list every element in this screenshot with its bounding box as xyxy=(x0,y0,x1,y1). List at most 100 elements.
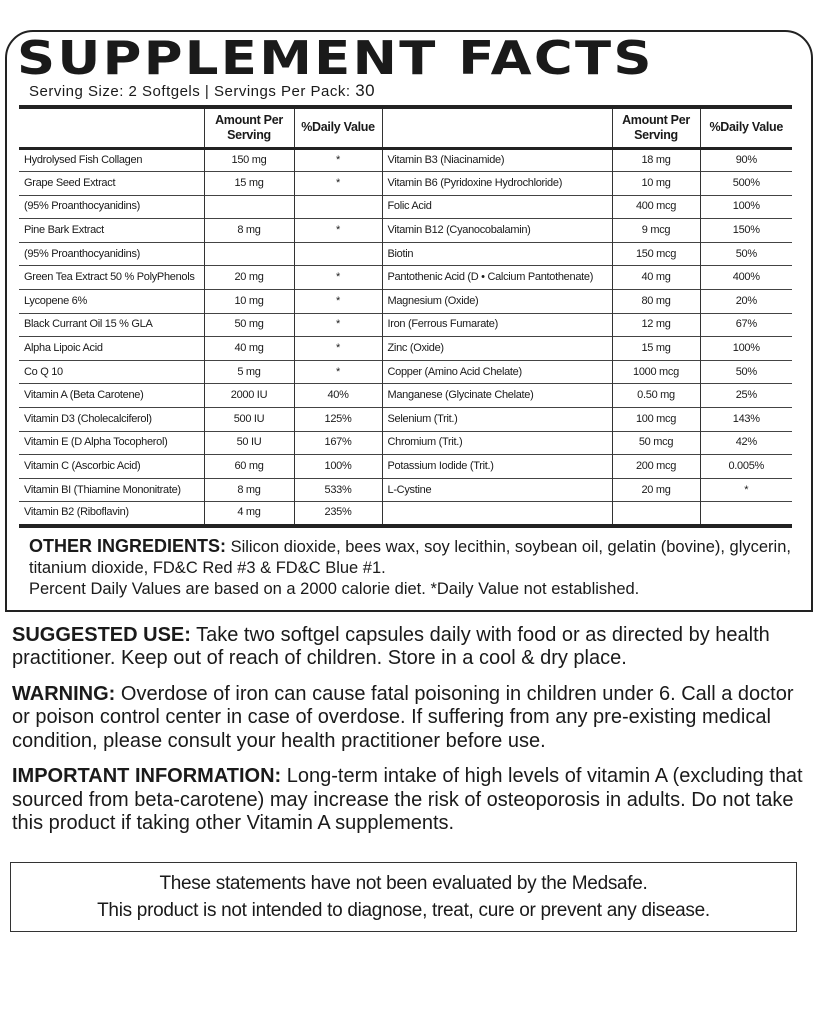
amount xyxy=(611,501,700,526)
daily-value: 100% xyxy=(699,336,792,361)
nutrient-name: (95% Proanthocyanidins) xyxy=(19,241,204,266)
daily-value: * xyxy=(293,147,382,172)
amount: 60 mg xyxy=(203,454,294,479)
amount: 500 IU xyxy=(203,407,294,432)
nutrient-name: Vitamin BI (Thiamine Mononitrate) xyxy=(19,477,204,502)
table-row: (95% Proanthocyanidins) Folic Acid 400 mcg… xyxy=(19,194,792,219)
amount: 20 mg xyxy=(611,477,700,502)
daily-value xyxy=(699,501,792,526)
nutrient-name: Vitamin B6 (Pyridoxine Hydrochloride) xyxy=(381,171,612,196)
nutrient-name: Grape Seed Extract xyxy=(19,171,204,196)
amount: 5 mg xyxy=(203,359,294,384)
table-row: Alpha Lipoic Acid 40 mg * Zinc (Oxide) 15 mg… xyxy=(19,336,792,361)
amount: 150 mg xyxy=(203,147,294,172)
daily-value: 50% xyxy=(699,241,792,266)
other-ingredients: OTHER INGREDIENTS: Silicon dioxide, bees… xyxy=(29,535,791,598)
amount: 50 IU xyxy=(203,430,294,455)
daily-value: 50% xyxy=(699,359,792,384)
daily-value: 143% xyxy=(699,407,792,432)
daily-value xyxy=(293,194,382,219)
nutrient-name: Co Q 10 xyxy=(19,359,204,384)
label-text-section: SUGGESTED USE: Take two softgel capsules… xyxy=(0,612,817,836)
amount: 20 mg xyxy=(203,265,294,290)
amount: 0.50 mg xyxy=(611,383,700,408)
nutrient-name: Zinc (Oxide) xyxy=(381,336,612,361)
amount: 8 mg xyxy=(203,218,294,243)
daily-value: * xyxy=(293,336,382,361)
daily-value: 67% xyxy=(699,312,792,337)
nutrient-name: Vitamin B2 (Riboflavin) xyxy=(19,501,204,526)
nutrient-name: Green Tea Extract 50 % PolyPhenols xyxy=(19,265,204,290)
daily-value: * xyxy=(293,359,382,384)
table-row: Co Q 10 5 mg * Copper (Amino Acid Chelate) 1… xyxy=(19,359,792,384)
daily-value: 25% xyxy=(699,383,792,408)
nutrient-name: Folic Acid xyxy=(381,194,612,219)
table-header: Amount Per Serving %Daily Value Amount P… xyxy=(19,107,792,150)
amount-header: Amount Per Serving xyxy=(203,107,294,150)
daily-value: 533% xyxy=(293,477,382,502)
amount: 18 mg xyxy=(611,147,700,172)
nutrient-name: Lycopene 6% xyxy=(19,289,204,314)
nutrient-name: Chromium (Trit.) xyxy=(381,430,612,455)
amount: 4 mg xyxy=(203,501,294,526)
serving-info: Serving Size: 2 Softgels | Servings Per … xyxy=(29,81,376,101)
amount: 8 mg xyxy=(203,477,294,502)
daily-value: 167% xyxy=(293,430,382,455)
nutrient-name: Pine Bark Extract xyxy=(19,218,204,243)
dv-header: %Daily Value xyxy=(699,107,792,150)
table-row: Hydrolysed Fish Collagen 150 mg * Vitamin B… xyxy=(19,147,792,172)
amount: 100 mcg xyxy=(611,407,700,432)
table-row: Lycopene 6% 10 mg * Magnesium (Oxide) 80 mg 2… xyxy=(19,289,792,314)
amount xyxy=(203,241,294,266)
disclaimer-box: These statements have not been evaluated… xyxy=(10,861,797,932)
supplement-facts-panel: SUPPLEMENT FACTS Serving Size: 2 Softgel… xyxy=(5,30,813,612)
dv-header: %Daily Value xyxy=(293,107,382,150)
amount: 12 mg xyxy=(611,312,700,337)
table-row: Vitamin B2 (Riboflavin) 4 mg 235% xyxy=(19,501,792,526)
table-row: Vitamin C (Ascorbic Acid) 60 mg 100% Potass… xyxy=(19,454,792,479)
nutrient-name xyxy=(381,501,612,526)
nutrient-name: Pantothenic Acid (D • Calcium Pantothena… xyxy=(381,265,612,290)
amount: 150 mcg xyxy=(611,241,700,266)
nutrient-name: Vitamin B3 (Niacinamide) xyxy=(381,147,612,172)
daily-value: 150% xyxy=(699,218,792,243)
nutrient-name: Magnesium (Oxide) xyxy=(381,289,612,314)
amount: 40 mg xyxy=(203,336,294,361)
amount: 50 mcg xyxy=(611,430,700,455)
nutrient-name: Hydrolysed Fish Collagen xyxy=(19,147,204,172)
daily-value: * xyxy=(293,171,382,196)
table-row: (95% Proanthocyanidins) Biotin 150 mcg 50% xyxy=(19,241,792,266)
amount: 10 mg xyxy=(611,171,700,196)
table-row: Vitamin BI (Thiamine Mononitrate) 8 mg 533… xyxy=(19,477,792,502)
nutrient-name: Vitamin E (D Alpha Tocopherol) xyxy=(19,430,204,455)
daily-value: 40% xyxy=(293,383,382,408)
amount: 15 mg xyxy=(611,336,700,361)
amount: 1000 mcg xyxy=(611,359,700,384)
amount: 9 mcg xyxy=(611,218,700,243)
important-information: IMPORTANT INFORMATION: Long-term intake … xyxy=(12,765,803,834)
table-row: Black Currant Oil 15 % GLA 50 mg * Iron (Fe… xyxy=(19,312,792,337)
daily-value: * xyxy=(293,265,382,290)
daily-value: 42% xyxy=(699,430,792,455)
amount: 50 mg xyxy=(203,312,294,337)
amount: 80 mg xyxy=(611,289,700,314)
daily-value: 90% xyxy=(699,147,792,172)
nutrient-name: Iron (Ferrous Fumarate) xyxy=(381,312,612,337)
daily-value: 125% xyxy=(293,407,382,432)
daily-value: 100% xyxy=(699,194,792,219)
suggested-use: SUGGESTED USE: Take two softgel capsules… xyxy=(12,623,770,670)
daily-value: 0.005% xyxy=(699,454,792,479)
nutrient-name: Vitamin C (Ascorbic Acid) xyxy=(19,454,204,479)
daily-value: * xyxy=(293,312,382,337)
amount: 40 mg xyxy=(611,265,700,290)
table-row: Pine Bark Extract 8 mg * Vitamin B12 (Cyano… xyxy=(19,218,792,243)
table-row: Vitamin E (D Alpha Tocopherol) 50 IU 167% C… xyxy=(19,430,792,455)
nutrient-name: Vitamin A (Beta Carotene) xyxy=(19,383,204,408)
nutrient-name: Vitamin D3 (Cholecalciferol) xyxy=(19,407,204,432)
amount: 200 mcg xyxy=(611,454,700,479)
daily-value xyxy=(293,241,382,266)
amount-header: Amount Per Serving xyxy=(611,107,700,150)
amount: 15 mg xyxy=(203,171,294,196)
daily-value: * xyxy=(293,289,382,314)
nutrient-name: Potassium Iodide (Trit.) xyxy=(381,454,612,479)
